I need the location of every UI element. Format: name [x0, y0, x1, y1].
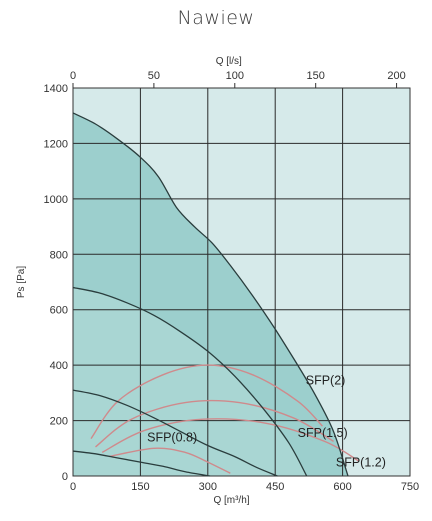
x-axis-label-top: Q [l/s]: [216, 56, 242, 67]
y-tick-label: 800: [50, 249, 68, 261]
x-tick-label-bottom: 150: [131, 481, 149, 493]
sfp-annotation: SFP(2): [306, 374, 346, 388]
y-tick-label: 1000: [44, 194, 68, 206]
x-tick-label-top: 50: [148, 70, 160, 82]
x-tick-label-top: 150: [306, 70, 324, 82]
y-tick-label: 600: [50, 305, 68, 317]
x-tick-label-top: 0: [70, 70, 76, 82]
sfp-annotation: SFP(1.5): [298, 426, 348, 440]
x-tick-label-bottom: 450: [266, 481, 284, 493]
y-tick-label: 400: [50, 360, 68, 372]
y-tick-label: 1200: [44, 138, 68, 150]
x-axis-label-bottom: Q [m³/h]: [213, 495, 249, 506]
y-tick-label: 1400: [44, 83, 68, 95]
x-tick-label-bottom: 300: [199, 481, 217, 493]
y-tick-label: 200: [50, 416, 68, 428]
x-tick-label-bottom: 750: [401, 481, 419, 493]
y-tick-label: 0: [62, 471, 68, 483]
x-tick-label-top: 100: [226, 70, 244, 82]
x-tick-label-bottom: 0: [70, 481, 76, 493]
sfp-annotation: SFP(0.8): [147, 430, 197, 444]
sfp-annotation: SFP(1.2): [336, 455, 386, 469]
x-tick-label-top: 200: [387, 70, 405, 82]
y-axis-label: Ps [Pa]: [16, 266, 27, 298]
x-tick-label-bottom: 600: [333, 481, 351, 493]
